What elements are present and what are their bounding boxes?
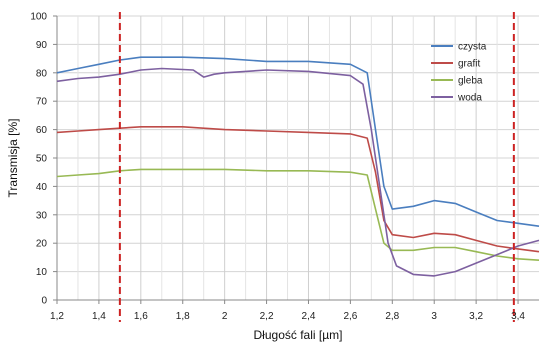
x-tick-labels: 1,2 1,4 1,6 1,8 2 2,2 2,4 2,6 2,8 3 3,2 3,4 — [50, 311, 525, 322]
y-tick-label: 40 — [36, 182, 48, 193]
legend-label-grafit: grafit — [458, 59, 480, 70]
x-tick-label: 2,6 — [343, 311, 357, 322]
y-tick-label: 70 — [36, 97, 48, 108]
y-tick-label: 90 — [36, 40, 48, 51]
series-line-gleba — [56, 168, 540, 261]
y-tick-label: 80 — [36, 68, 48, 79]
series-line-grafit — [56, 126, 540, 253]
axes — [53, 15, 539, 304]
y-tick-label: 20 — [36, 239, 48, 250]
x-tick-label: 3 — [431, 311, 437, 322]
y-tick-label: 100 — [30, 12, 47, 23]
marker-lines — [118, 12, 515, 322]
y-axis-title: Transmisja [%] — [6, 119, 20, 198]
y-tick-labels: 0 10 20 30 40 50 60 70 80 90 100 — [30, 12, 47, 307]
series-line-czysta — [56, 56, 540, 227]
series-line-woda — [56, 67, 540, 277]
x-tick-label: 2 — [222, 311, 228, 322]
x-tick-label: 3,2 — [469, 311, 483, 322]
legend-label-gleba: gleba — [458, 76, 483, 87]
x-axis-title: Długość fali [µm] — [254, 328, 343, 342]
legend: czysta grafit gleba woda — [431, 42, 487, 104]
x-tick-label: 3,4 — [511, 311, 525, 322]
y-tick-label: 60 — [36, 125, 48, 136]
y-tick-label: 50 — [36, 154, 48, 165]
x-tick-label: 2,2 — [260, 311, 274, 322]
x-tick-label: 1,6 — [134, 311, 148, 322]
x-tick-label: 2,8 — [385, 311, 399, 322]
x-tick-label: 1,8 — [176, 311, 190, 322]
legend-label-woda: woda — [457, 93, 482, 104]
x-tick-label: 1,2 — [50, 311, 64, 322]
x-tick-label: 1,4 — [92, 311, 106, 322]
y-tick-label: 10 — [36, 267, 48, 278]
series-lines — [56, 56, 540, 277]
x-tick-label: 2,4 — [302, 311, 316, 322]
legend-label-czysta: czysta — [458, 42, 487, 53]
y-tick-label: 0 — [41, 296, 47, 307]
y-tick-label: 30 — [36, 210, 48, 221]
grid-lines — [57, 15, 539, 300]
